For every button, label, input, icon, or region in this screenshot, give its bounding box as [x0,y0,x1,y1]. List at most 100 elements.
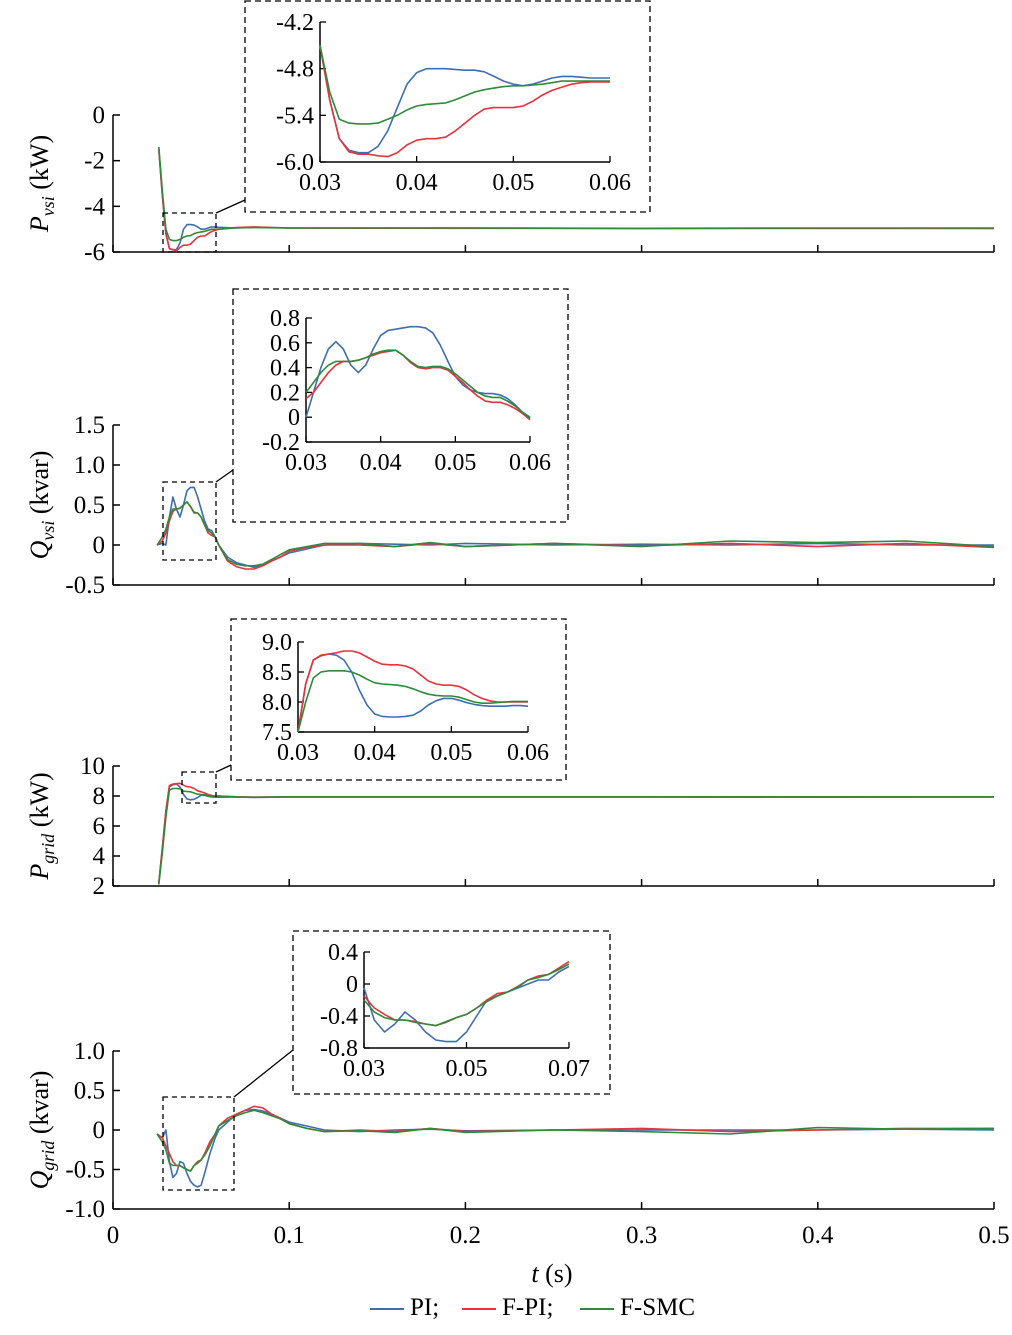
y-tick-label-pvsi: 0 [93,102,106,129]
inset-frame-qgrid [292,930,611,1095]
inset-y-tick-label-qgrid: 0.4 [328,940,358,966]
inset-series-line-pgrid-f-smc [297,670,528,733]
legend-item-pi: PI; [370,1294,439,1322]
inset-y-tick-label-qgrid: -0.8 [320,1036,358,1062]
zoom-connector-pgrid [215,764,232,773]
y-axis-title-pvsi: Pvsi (kW) [25,135,58,233]
y-tick-label-qgrid: -0.5 [65,1157,105,1184]
y-tick-label-qvsi: 0.5 [74,492,105,519]
y-axis-var: P [25,216,54,233]
y-axis-title-qgrid: Qgrid (kvar) [25,1071,58,1190]
inset-x-tick-label-pgrid: 0.03 [277,740,319,766]
series-line-pgrid-f-smc [158,787,994,885]
y-tick-label-pgrid: 6 [93,813,106,840]
x-tick-label-qgrid: 0.4 [802,1222,834,1249]
inset-x-tick-label-qvsi: 0.06 [509,450,551,476]
inset-series-line-pgrid-pi [297,653,529,733]
y-tick-label-qvsi: 1.0 [74,452,105,479]
inset-y-tick-label-pgrid: 8.0 [262,690,292,716]
series-line-qgrid-f-smc [156,1109,995,1172]
inset-series-line-pgrid-f-pi [297,650,528,733]
inset-y-tick-label-qgrid: 0 [346,972,358,998]
y-axis-subscript: grid [38,833,58,864]
inset-series-line-qvsi-f-smc [305,349,531,420]
inset-x-tick-label-pgrid: 0.06 [507,740,549,766]
zoom-region-qgrid [162,1096,235,1191]
y-tick-label-qvsi: -0.5 [65,572,105,599]
x-axis-var: t [531,1259,539,1288]
inset-qgrid: 0.4 0 -0.4 -0.80.03 0.05 0.07 [292,930,611,1095]
inset-series-line-pvsi-f-pi [319,45,610,158]
y-tick-label-pgrid: 4 [93,843,106,870]
x-tick-label-qgrid: 0 [107,1222,120,1249]
inset-pvsi: -4.2 -4.8 -5.4 -6.00.03 0.04 0.05 0.06 [244,0,651,213]
legend-swatch-pi [370,1308,404,1311]
inset-x-tick-label-pgrid: 0.05 [430,740,472,766]
y-axis-title-pgrid: Pgrid (kW) [25,772,58,880]
legend: PI; F-PI; F-SMC [370,1294,750,1328]
inset-x-tick-label-pvsi: 0.05 [492,170,534,196]
panel-pgrid: 10 8 6 4 2 Pgrid (kW) 9.0 8.5 8.0 7.50.03 0.04 0.05… [25,618,995,900]
inset-x-tick-label-qgrid: 0.07 [548,1056,590,1082]
inset-series-line-qvsi-pi [305,325,531,418]
inset-series-line-pvsi-f-smc [319,45,610,125]
x-tick-label-qgrid: 0.5 [978,1222,1009,1249]
inset-x-tick-label-pvsi: 0.03 [299,170,341,196]
y-tick-label-pvsi: -4 [84,193,105,220]
y-tick-label-pgrid: 10 [80,753,105,780]
series-line-qgrid-f-pi [156,1105,994,1172]
y-axis-var: P [25,864,54,881]
inset-series-line-qgrid-f-smc [363,963,570,1027]
y-tick-label-pvsi: -6 [84,239,105,266]
series-line-pgrid-pi [158,783,995,884]
inset-y-tick-label-qvsi: -0.2 [262,430,300,456]
y-axis-subscript: grid [38,1140,58,1171]
y-axis-title-qvsi: Qvsi (kvar) [25,451,58,560]
legend-swatch-f-smc [580,1308,614,1311]
zoom-region-qvsi [162,481,217,561]
inset-x-tick-label-qvsi: 0.04 [360,450,402,476]
y-tick-label-qgrid: 0 [93,1117,106,1144]
y-axis-var: Q [25,1170,54,1189]
y-tick-label-qvsi: 0 [93,532,106,559]
x-axis-title: t (s) [531,1259,572,1288]
x-tick-label-qgrid: 0.2 [450,1222,481,1249]
inset-x-tick-label-qgrid: 0.03 [343,1056,385,1082]
inset-y-tick-label-pvsi: -4.8 [276,57,314,83]
inset-qvsi: 0.80.60.40.20-0.20.03 0.04 0.05 0.06 [232,288,569,523]
inset-pgrid: 9.0 8.5 8.0 7.50.03 0.04 0.05 0.06 [230,618,567,781]
series-line-pgrid-f-pi [158,782,994,884]
y-tick-label-pgrid: 8 [93,783,106,810]
zoom-connector-pvsi [215,199,246,214]
y-axis-unit: (kvar) [25,451,54,521]
series-line-qvsi-pi [156,486,994,569]
legend-item-f-smc: F-SMC [580,1294,695,1322]
y-tick-label-qgrid: 1.0 [74,1038,105,1065]
x-tick-label-qgrid: 0.1 [274,1222,305,1249]
y-axis-unit: (kW) [25,135,54,196]
inset-y-tick-label-pvsi: -5.4 [276,103,314,129]
inset-y-tick-label-qvsi: 0.6 [270,331,300,357]
legend-swatch-f-pi [462,1308,496,1311]
legend-item-f-pi: F-PI; [462,1294,553,1322]
inset-y-tick-label-qvsi: 0.4 [270,356,300,382]
x-axis-unit: (s) [539,1259,573,1288]
legend-label-pi: PI; [410,1294,440,1321]
y-tick-label-qgrid: -1.0 [65,1196,105,1223]
inset-y-tick-label-qvsi: 0 [288,405,300,431]
inset-y-tick-label-pvsi: -6.0 [276,150,314,176]
inset-x-tick-label-qvsi: 0.05 [434,450,476,476]
inset-x-tick-label-qvsi: 0.03 [285,450,327,476]
inset-frame-pgrid [230,618,567,781]
y-axis-var: Q [25,540,54,559]
inset-y-tick-label-pvsi: -4.2 [276,10,314,36]
zoom-region-pgrid [181,771,217,804]
inset-y-tick-label-qvsi: 0.2 [270,380,300,406]
y-tick-label-qgrid: 0.5 [74,1078,105,1105]
y-tick-label-pgrid: 2 [93,873,106,900]
zoom-region-pvsi [162,212,217,253]
inset-y-tick-label-qvsi: 0.8 [270,306,300,332]
y-axis-subscript: vsi [38,196,58,216]
